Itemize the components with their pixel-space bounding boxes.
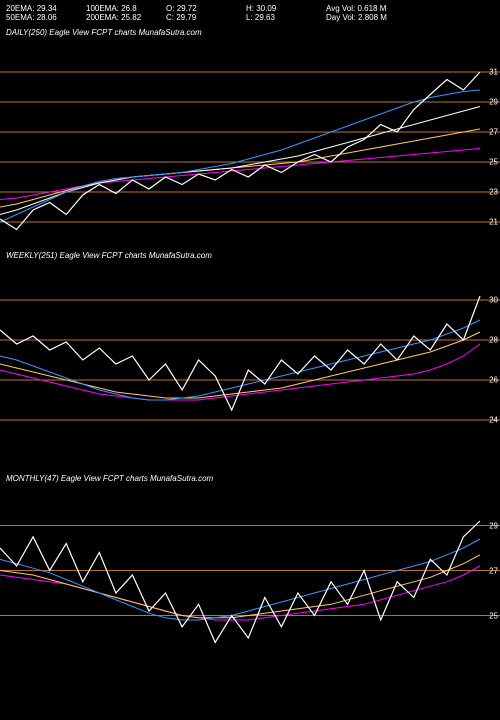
y-axis-label: 28 bbox=[489, 336, 498, 345]
y-axis-label: 30 bbox=[489, 296, 498, 305]
y-axis-label: 26 bbox=[489, 376, 498, 385]
y-axis-label: 31 bbox=[489, 68, 498, 77]
stats-row-1: 20EMA: 29.34 100EMA: 26.8 O: 29.72 H: 30… bbox=[6, 4, 494, 13]
series-ema50 bbox=[0, 107, 480, 215]
chart-svg bbox=[0, 280, 500, 460]
charts-container: DAILY(250) Eagle View FCPT charts Munafa… bbox=[0, 26, 500, 695]
chart-panel: 30 28 26 24 bbox=[0, 280, 500, 460]
stat-dayvol: Day Vol: 2.808 M bbox=[326, 13, 387, 22]
series-ema200 bbox=[0, 566, 480, 620]
header-stats: 20EMA: 29.34 100EMA: 26.8 O: 29.72 H: 30… bbox=[0, 0, 500, 26]
y-axis-label: 24 bbox=[489, 416, 498, 425]
chart-panel: 29 27 25 bbox=[0, 503, 500, 683]
stat-20ema: 20EMA: 29.34 bbox=[6, 4, 86, 13]
y-axis-label: 25 bbox=[489, 158, 498, 167]
stat-50ema: 50EMA: 28.06 bbox=[6, 13, 86, 22]
series-ema50 bbox=[0, 539, 480, 620]
stat-open: O: 29.72 bbox=[166, 4, 246, 13]
chart-svg bbox=[0, 503, 500, 683]
stat-200ema: 200EMA: 25.82 bbox=[86, 13, 166, 22]
series-ema100 bbox=[0, 129, 480, 207]
y-axis-label: 27 bbox=[489, 566, 498, 575]
stat-high: H: 30.09 bbox=[246, 4, 326, 13]
y-axis-label: 21 bbox=[489, 218, 498, 227]
chart-panel: 31 29 27 25 23 21 bbox=[0, 57, 500, 237]
chart-title: DAILY(250) Eagle View FCPT charts Munafa… bbox=[0, 26, 500, 39]
series-ema50 bbox=[0, 320, 480, 400]
y-axis-label: 23 bbox=[489, 188, 498, 197]
y-axis-label: 29 bbox=[489, 98, 498, 107]
y-axis-label: 27 bbox=[489, 128, 498, 137]
stats-row-2: 50EMA: 28.06 200EMA: 25.82 C: 29.79 L: 2… bbox=[6, 13, 494, 22]
stat-close: C: 29.79 bbox=[166, 13, 246, 22]
series-ema200 bbox=[0, 344, 480, 400]
y-axis-label: 29 bbox=[489, 521, 498, 530]
stat-avgvol: Avg Vol: 0.618 M bbox=[326, 4, 386, 13]
stat-low: L: 29.63 bbox=[246, 13, 326, 22]
chart-title: MONTHLY(47) Eagle View FCPT charts Munaf… bbox=[0, 472, 500, 485]
series-ema100 bbox=[0, 555, 480, 618]
chart-title: WEEKLY(251) Eagle View FCPT charts Munaf… bbox=[0, 249, 500, 262]
series-ema20 bbox=[0, 90, 480, 222]
stat-100ema: 100EMA: 26.8 bbox=[86, 4, 166, 13]
series-price bbox=[0, 72, 480, 230]
chart-svg bbox=[0, 57, 500, 237]
y-axis-label: 25 bbox=[489, 611, 498, 620]
series-ema100 bbox=[0, 332, 480, 398]
